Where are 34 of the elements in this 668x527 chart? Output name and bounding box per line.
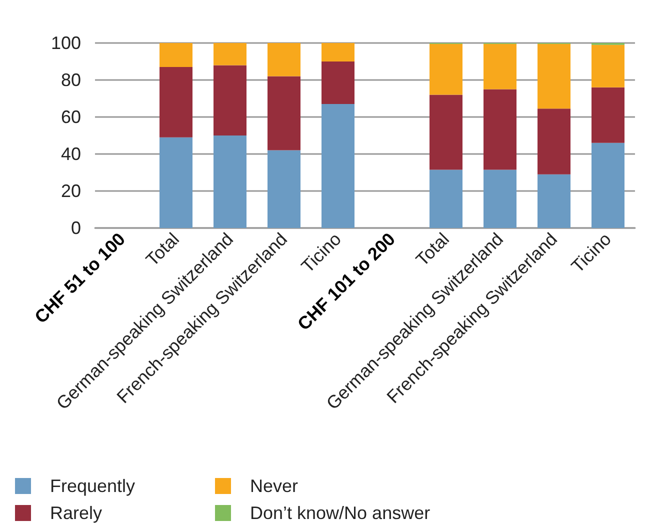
bar (160, 67, 192, 138)
bar (538, 44, 570, 109)
bar (484, 170, 516, 228)
bar (430, 94, 462, 170)
y-tick-label: 100 (50, 33, 81, 53)
bar (322, 104, 354, 228)
bar (592, 87, 624, 143)
y-tick-label: 40 (60, 144, 81, 164)
bar (214, 43, 246, 66)
bar (430, 170, 462, 228)
bar (592, 142, 624, 228)
bar (430, 44, 462, 95)
bar (538, 108, 570, 174)
bar (268, 150, 300, 228)
y-tick-label: 80 (60, 70, 81, 90)
bar (214, 136, 246, 228)
bar (160, 137, 192, 228)
legend-label: Frequently (50, 476, 136, 496)
bar (484, 44, 516, 90)
bar (538, 174, 570, 228)
bar (322, 43, 354, 62)
legend-label: Never (250, 476, 298, 496)
bar (484, 89, 516, 170)
bar (160, 43, 192, 68)
legend-label: Don’t know/No answer (250, 503, 430, 523)
bar (268, 43, 300, 76)
legend-label: Rarely (50, 503, 102, 523)
bar (592, 44, 624, 88)
y-tick-label: 20 (60, 181, 81, 201)
bar (214, 65, 246, 136)
bar (268, 76, 300, 150)
bar (322, 62, 354, 104)
y-tick-label: 60 (60, 107, 81, 127)
y-tick-label: 0 (70, 218, 81, 238)
